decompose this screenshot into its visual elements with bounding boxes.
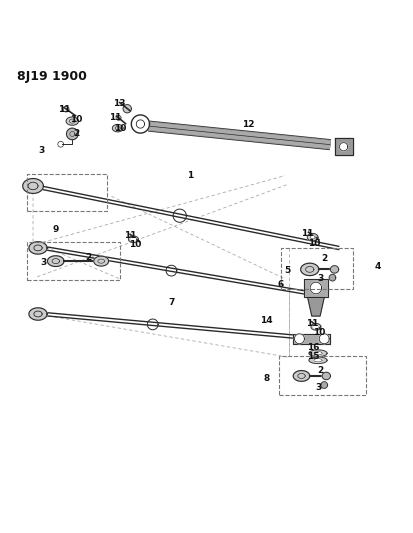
Polygon shape xyxy=(310,236,315,239)
Polygon shape xyxy=(128,236,138,243)
Polygon shape xyxy=(131,115,150,133)
Text: 10: 10 xyxy=(309,239,321,248)
Polygon shape xyxy=(66,128,78,140)
Text: 12: 12 xyxy=(242,119,254,128)
Polygon shape xyxy=(29,308,47,320)
Text: 4: 4 xyxy=(375,262,381,271)
Text: 10: 10 xyxy=(313,328,325,337)
Polygon shape xyxy=(309,350,327,357)
Text: 11: 11 xyxy=(301,229,314,238)
Polygon shape xyxy=(307,233,318,241)
Polygon shape xyxy=(293,334,330,344)
Text: 11: 11 xyxy=(58,105,70,114)
Text: 1: 1 xyxy=(187,171,193,180)
Text: 11: 11 xyxy=(306,319,318,328)
Text: 10: 10 xyxy=(129,240,142,249)
Polygon shape xyxy=(66,117,78,125)
Polygon shape xyxy=(339,143,348,151)
Polygon shape xyxy=(311,324,321,330)
Text: 11: 11 xyxy=(124,231,136,240)
Text: 16: 16 xyxy=(307,343,319,352)
Text: 14: 14 xyxy=(260,316,273,325)
Text: 8: 8 xyxy=(263,374,270,383)
Polygon shape xyxy=(29,242,47,254)
Polygon shape xyxy=(301,263,319,276)
Polygon shape xyxy=(23,179,43,193)
Polygon shape xyxy=(308,297,324,316)
Text: 11: 11 xyxy=(109,114,122,122)
Text: 3: 3 xyxy=(315,383,321,392)
Polygon shape xyxy=(314,325,318,328)
Polygon shape xyxy=(330,265,339,273)
Polygon shape xyxy=(47,256,64,266)
Polygon shape xyxy=(94,256,109,266)
Polygon shape xyxy=(319,334,329,344)
Text: 2: 2 xyxy=(321,254,328,263)
Text: 3: 3 xyxy=(38,146,45,155)
Polygon shape xyxy=(335,139,353,155)
Polygon shape xyxy=(293,370,310,381)
Text: 2: 2 xyxy=(73,129,80,138)
Text: 15: 15 xyxy=(307,352,319,361)
Polygon shape xyxy=(314,359,322,362)
Polygon shape xyxy=(322,372,330,379)
Text: 5: 5 xyxy=(284,266,290,275)
Polygon shape xyxy=(314,352,322,355)
Text: 3: 3 xyxy=(40,258,47,267)
Polygon shape xyxy=(321,382,328,389)
Text: 6: 6 xyxy=(278,280,284,289)
Polygon shape xyxy=(112,124,123,132)
Polygon shape xyxy=(304,279,328,297)
Text: 2: 2 xyxy=(85,253,92,262)
Polygon shape xyxy=(294,334,304,344)
Polygon shape xyxy=(131,238,135,241)
Text: 10: 10 xyxy=(70,115,83,124)
Polygon shape xyxy=(329,274,336,281)
Text: 3: 3 xyxy=(317,273,323,282)
Text: 13: 13 xyxy=(114,99,126,108)
Polygon shape xyxy=(123,104,131,113)
Polygon shape xyxy=(309,357,327,364)
Text: 8J19 1900: 8J19 1900 xyxy=(17,70,86,83)
Text: 9: 9 xyxy=(52,225,59,234)
Polygon shape xyxy=(310,282,322,294)
Text: 10: 10 xyxy=(114,124,126,133)
Text: 7: 7 xyxy=(168,298,175,307)
Text: 2: 2 xyxy=(317,366,323,375)
